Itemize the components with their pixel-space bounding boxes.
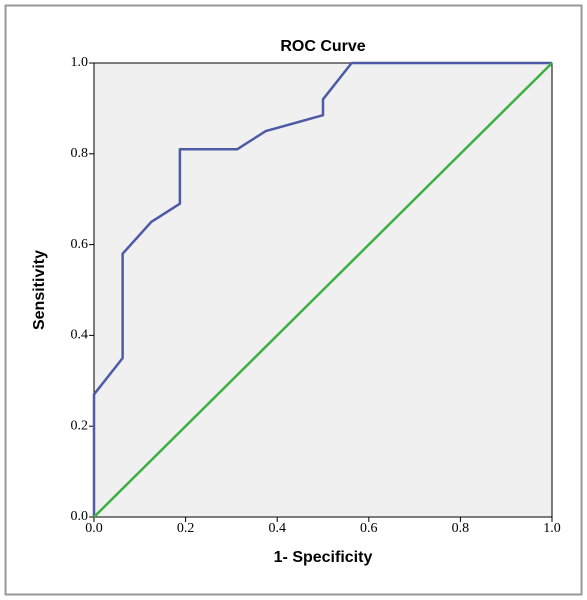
series-line — [92, 61, 552, 517]
y-tick-label: 0.2 — [71, 418, 89, 433]
x-tick-label: 0.2 — [177, 521, 195, 536]
chart-title: ROC Curve — [280, 38, 365, 55]
y-axis-label: Sensitivity — [31, 250, 48, 330]
x-axis-label: 1- Specificity — [274, 549, 373, 566]
x-tick-label: 0.4 — [268, 521, 286, 536]
series-line — [93, 62, 553, 518]
y-tick-label: 0.6 — [71, 237, 89, 252]
y-tick-label: 0.4 — [71, 328, 89, 343]
y-tick-label: 0.8 — [71, 146, 89, 161]
x-tick-label: 1.0 — [543, 521, 561, 536]
y-tick-label: 0.0 — [71, 509, 89, 524]
x-tick-label: 0.6 — [360, 521, 378, 536]
x-tick-label: 0.8 — [452, 521, 470, 536]
y-tick-label: 1.0 — [71, 55, 89, 70]
x-tick-label: 0.0 — [85, 521, 103, 536]
